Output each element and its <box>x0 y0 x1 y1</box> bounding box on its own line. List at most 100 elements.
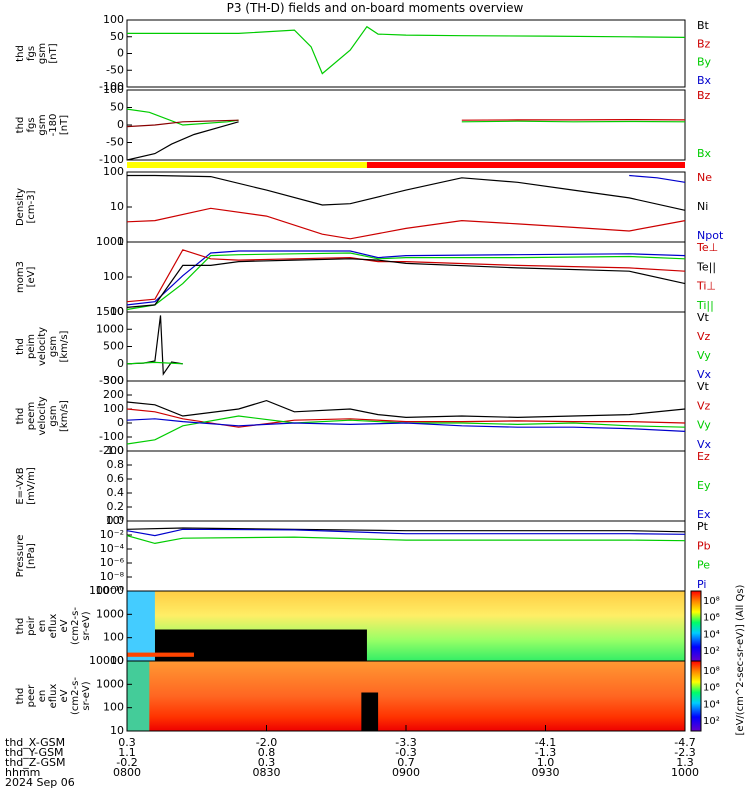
y-axis-label: [cm-3] <box>26 190 37 223</box>
legend-entry: Vz <box>697 330 711 343</box>
y-axis-label: en <box>37 690 48 703</box>
colorbar-tick-label: 10⁶ <box>703 613 720 624</box>
y-tick-label: 1.0 <box>107 444 125 457</box>
legend-entry: Pe <box>697 559 710 572</box>
y-tick-label: 10 <box>110 654 124 667</box>
legend-entry: Vx <box>697 368 712 381</box>
panel-fgs-zoom: 100 50 0 -50 -100 thd fgs gsm -180 [nT] Bz Bx <box>15 83 712 166</box>
legend-entry: Pb <box>697 539 711 552</box>
y-tick-label: -500 <box>99 374 124 387</box>
y-tick-label: 100 <box>103 402 124 415</box>
y-tick-label: 100 <box>103 701 124 714</box>
y-tick-label: 1 <box>117 235 124 248</box>
y-axis-label: peem <box>26 402 37 430</box>
y-tick-label: 50 <box>110 30 124 43</box>
y-axis-label: peim <box>26 334 37 359</box>
legend-entry: Te⊥ <box>696 241 718 254</box>
date-label: 2024 Sep 06 <box>5 776 75 789</box>
electron-spectrogram-start <box>127 661 150 731</box>
series-line-Ni <box>127 174 686 211</box>
y-axis-label: [nPa] <box>26 543 37 569</box>
y-axis-label: (cm2-s- <box>70 677 81 715</box>
series-line-Bx-late <box>461 120 686 123</box>
series-line-Bx <box>126 108 239 126</box>
legend-entry: Ne <box>697 171 712 184</box>
y-tick-label: -50 <box>106 136 124 149</box>
orbit-row-value: -0.2 <box>116 756 137 769</box>
series-line-Te⊥ <box>126 249 686 303</box>
y-axis-label: peir <box>26 615 37 635</box>
y-tick-label: 10⁰ <box>106 514 125 527</box>
y-axis-label: -180 <box>48 114 59 137</box>
orbit-row-value: 0.3 <box>118 736 136 749</box>
y-tick-label: 10000 <box>89 654 124 667</box>
series-line-Vt <box>126 315 183 376</box>
colorbar-label: [eV/(cm^2-sec-sr-eV)] (All Qs) <box>735 584 746 735</box>
y-axis-label: gsm <box>48 405 59 426</box>
legend-entry: Vt <box>697 311 710 324</box>
orbit-row-value: 0800 <box>113 766 141 779</box>
legend-entry: Vy <box>697 419 711 432</box>
panel-frame <box>126 89 686 161</box>
series-line-Ti⊥ <box>126 250 686 306</box>
y-tick-label: 10 <box>110 305 124 318</box>
y-tick-label: 1500 <box>96 305 124 318</box>
orbit-row-value: -4.1 <box>535 736 556 749</box>
orbit-row-value: 1.1 <box>118 746 136 759</box>
panel-temperature: 1000 100 10 mom3 [eV] Te⊥ Te|| Ti⊥ Ti|| <box>15 235 718 318</box>
panel-frame <box>126 380 686 452</box>
orbit-row-value: 0.8 <box>258 746 276 759</box>
panel-frame <box>126 520 686 592</box>
series-line-Vz <box>126 408 686 428</box>
panel-frame <box>126 171 686 243</box>
y-axis-label: [mV/m] <box>26 467 37 505</box>
y-tick-label: 0.2 <box>107 500 125 513</box>
y-tick-label: 0 <box>117 47 124 60</box>
y-axis-label: eflux <box>48 614 59 639</box>
orbit-row-value: 0900 <box>392 766 420 779</box>
y-tick-label: 0.8 <box>107 458 125 471</box>
y-axis-label: eV <box>59 619 70 632</box>
y-tick-label: 10 <box>110 200 124 213</box>
colorbar-tick-label: 10² <box>703 646 720 657</box>
legend-entry: Vy <box>697 349 711 362</box>
series-line-Pi <box>126 528 686 537</box>
legend-entry: Ni <box>697 200 708 213</box>
y-tick-label: 10⁻⁶ <box>100 556 125 569</box>
y-axis-label: [nT] <box>48 43 59 63</box>
legend-entry: Npot <box>697 229 724 242</box>
series-line-Ne <box>126 207 686 240</box>
y-tick-label: 0.0 <box>107 514 125 527</box>
legend-entry: Bz <box>697 89 711 102</box>
legend-entry: Ti|| <box>696 299 714 312</box>
panel-electron-spectrogram: 10000 1000 100 10 thd peer en eflux eV (cm2-s-sr-… <box>15 654 686 737</box>
y-axis-label: gsm <box>37 43 48 64</box>
y-axis-label: peer <box>26 684 37 708</box>
series-line-Bz-late <box>461 118 686 121</box>
legend-entry: Pt <box>697 520 709 533</box>
orbit-row-value: 0930 <box>532 766 560 779</box>
orbit-row-value: -0.3 <box>395 746 416 759</box>
y-tick-label: 500 <box>103 340 124 353</box>
series-line-Vy <box>126 361 183 365</box>
series-line-Npot <box>629 174 686 183</box>
y-axis-label: [km/s] <box>59 330 70 362</box>
orbit-row-value: -1.3 <box>535 746 556 759</box>
y-tick-label: -100 <box>99 430 124 443</box>
legend-entry: Te|| <box>696 260 716 273</box>
ion-spectrogram-start <box>127 591 155 661</box>
y-tick-label: 1000 <box>96 235 124 248</box>
colorbar-tick-label: 10⁴ <box>703 629 720 640</box>
legend-entry: Pi <box>697 578 706 591</box>
legend-entry: Ti⊥ <box>696 280 716 293</box>
series-line-Vx <box>126 418 686 432</box>
y-axis-label: thd <box>15 688 26 705</box>
legend-entry: Bz <box>697 37 711 50</box>
series-line-Bt <box>127 25 686 75</box>
legend-entry: Vz <box>697 399 711 412</box>
electron-spectrogram-gap <box>361 692 379 731</box>
y-tick-label: 10000 <box>89 584 124 597</box>
orbit-row-value: 0830 <box>253 766 281 779</box>
orbit-row-value: -2.3 <box>674 746 695 759</box>
